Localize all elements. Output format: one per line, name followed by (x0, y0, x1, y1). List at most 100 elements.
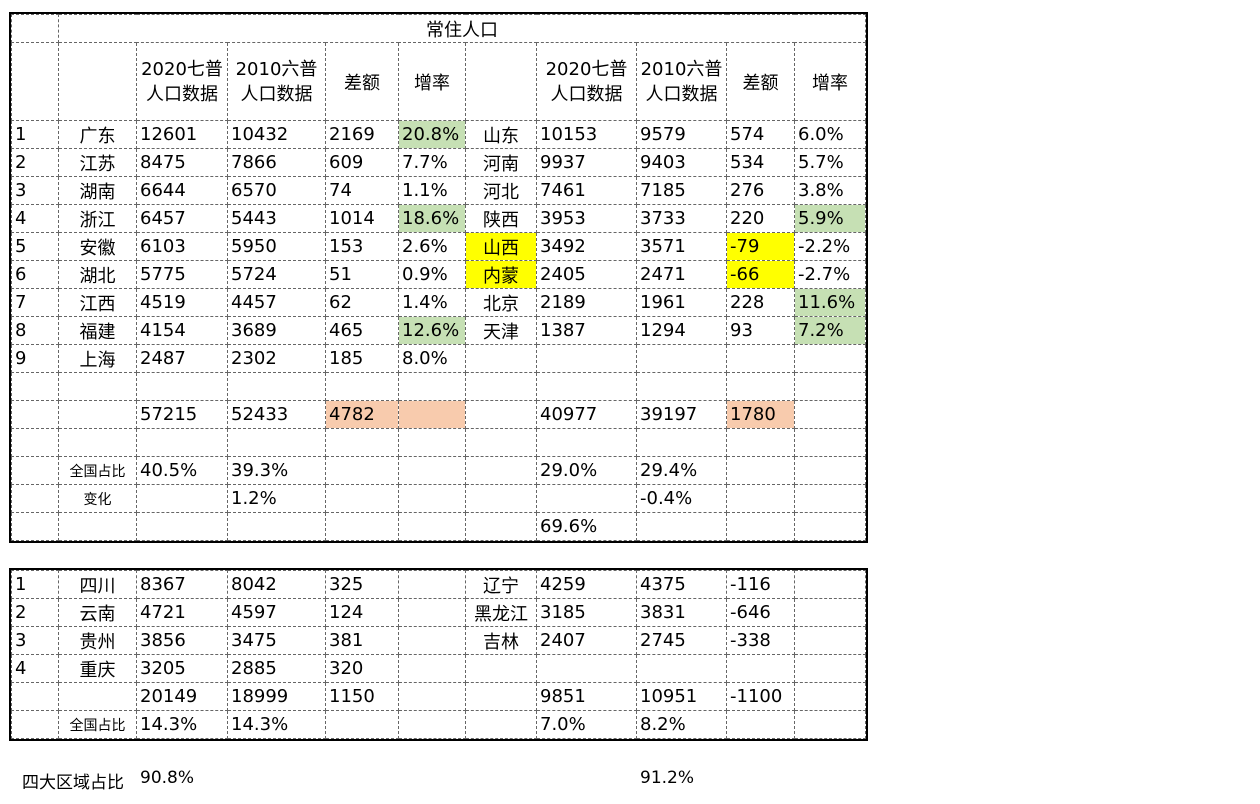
table-row: 5 安徽 6103 5950 153 2.6% 山西 3492 3571 -79 -2.2% (11, 232, 867, 261)
table-row-totals: 57215 52433 4782 40977 39197 1780 (11, 400, 867, 429)
total-b-diff: 1780 (726, 400, 795, 429)
pop-diff (726, 344, 795, 373)
pop-2010: 7185 (636, 176, 727, 205)
share-b10: 29.4% (636, 456, 727, 485)
rank-cell: 7 (11, 288, 59, 317)
growth-rate (398, 598, 466, 627)
table-row: 2 云南 4721 4597 124 黑龙江 3185 3831 -646 (11, 598, 866, 627)
province-name: 山西 (465, 232, 537, 261)
pop-2010: 5950 (227, 232, 326, 261)
growth-rate: 8.0% (398, 344, 466, 373)
pop-2010: 2885 (227, 654, 326, 683)
table-row-spacer (11, 372, 867, 401)
pop-2010: 9403 (636, 148, 727, 177)
total-a10: 52433 (227, 400, 326, 429)
growth-rate: 6.0% (793, 120, 867, 149)
growth-rate (398, 570, 466, 599)
growth-rate: 20.8% (398, 120, 466, 149)
pop-2010: 8042 (227, 570, 326, 599)
population-table-main: 常住人口 2020七普 人口数据 2010六普 人口数据 差额 增率 2020七普人… (8, 12, 869, 543)
province-name: 河北 (465, 176, 537, 205)
highlight-cell (398, 400, 466, 429)
pop-2020: 12601 (136, 120, 228, 149)
pop-2010: 4597 (227, 598, 326, 627)
combined-share: 69.6% (536, 512, 637, 541)
total-b20: 40977 (536, 400, 637, 429)
share-a20: 14.3% (136, 710, 228, 739)
blank-cell (465, 42, 537, 121)
table-row-totals: 20149 18999 1150 9851 10951 -1100 (11, 682, 866, 711)
province-name: 广东 (58, 120, 137, 149)
total-a10: 18999 (227, 682, 326, 711)
pop-diff: 320 (325, 654, 399, 683)
pop-2010: 1961 (636, 288, 727, 317)
pop-2010: 5724 (227, 260, 326, 289)
table-row: 1 四川 8367 8042 325 辽宁 4259 4375 -116 (11, 570, 866, 599)
pop-2020: 3205 (136, 654, 228, 683)
pop-diff: 465 (325, 316, 399, 345)
pop-2010: 4375 (636, 570, 727, 599)
growth-rate: 18.6% (398, 204, 466, 233)
province-name: 辽宁 (465, 570, 537, 599)
pop-2020: 3953 (536, 204, 637, 233)
header-rate: 增率 (398, 42, 466, 121)
growth-rate: 7.7% (398, 148, 466, 177)
header-2010: 2010六普 人口数据 (227, 42, 326, 121)
province-name: 安徽 (58, 232, 137, 261)
pop-2010: 2745 (636, 626, 727, 655)
total-b-diff: -1100 (726, 682, 795, 711)
pop-2010: 10432 (227, 120, 326, 149)
province-name: 江西 (58, 288, 137, 317)
pop-2020: 2487 (136, 344, 228, 373)
pop-2020: 9937 (536, 148, 637, 177)
pop-2020: 2189 (536, 288, 637, 317)
pop-2020: 3856 (136, 626, 228, 655)
change-label: 变化 (58, 484, 137, 513)
growth-rate (794, 654, 866, 683)
pop-2020: 6103 (136, 232, 228, 261)
province-name: 河南 (465, 148, 537, 177)
pop-2020: 3492 (536, 232, 637, 261)
table-row-share: 全国占比 40.5% 39.3% 29.0% 29.4% (11, 456, 867, 485)
pop-2020: 6457 (136, 204, 228, 233)
total-b20: 9851 (536, 682, 637, 711)
rank-cell: 3 (11, 176, 59, 205)
pop-diff: 1014 (325, 204, 399, 233)
pop-2010: 3571 (636, 232, 727, 261)
growth-rate: 0.9% (398, 260, 466, 289)
pop-diff: 220 (726, 204, 795, 233)
pop-2010: 7866 (227, 148, 326, 177)
blank-cell (11, 42, 59, 121)
pop-2010: 2302 (227, 344, 326, 373)
pop-2010: 1294 (636, 316, 727, 345)
pop-2010: 3689 (227, 316, 326, 345)
pop-2010 (636, 654, 727, 683)
growth-rate: 12.6% (398, 316, 466, 345)
share-label: 全国占比 (58, 710, 137, 739)
pop-2020: 2407 (536, 626, 637, 655)
growth-rate: 2.6% (398, 232, 466, 261)
pop-diff: 185 (325, 344, 399, 373)
pop-2010: 3733 (636, 204, 727, 233)
share-a20: 40.5% (136, 456, 228, 485)
pop-diff: 62 (325, 288, 399, 317)
pop-2020: 10153 (536, 120, 637, 149)
pop-2020: 8475 (136, 148, 228, 177)
total-a20: 57215 (136, 400, 228, 429)
growth-rate: 11.6% (793, 288, 867, 317)
rank-cell: 1 (11, 120, 59, 149)
pop-diff: 51 (325, 260, 399, 289)
pop-2010: 5443 (227, 204, 326, 233)
pop-diff: -116 (726, 570, 795, 599)
pop-2020: 6644 (136, 176, 228, 205)
table-row: 3 湖南 6644 6570 74 1.1% 河北 7461 7185 276 3.8% (11, 176, 867, 205)
province-name (465, 344, 537, 373)
table-row: 6 湖北 5775 5724 51 0.9% 内蒙 2405 2471 -66 -2.7% (11, 260, 867, 289)
change-b10: -0.4% (636, 484, 727, 513)
share-a10: 14.3% (227, 710, 326, 739)
rank-cell: 5 (11, 232, 59, 261)
province-name (465, 654, 537, 683)
pop-2020 (536, 344, 637, 373)
province-name: 湖北 (58, 260, 137, 289)
table-row-spacer (11, 428, 867, 457)
